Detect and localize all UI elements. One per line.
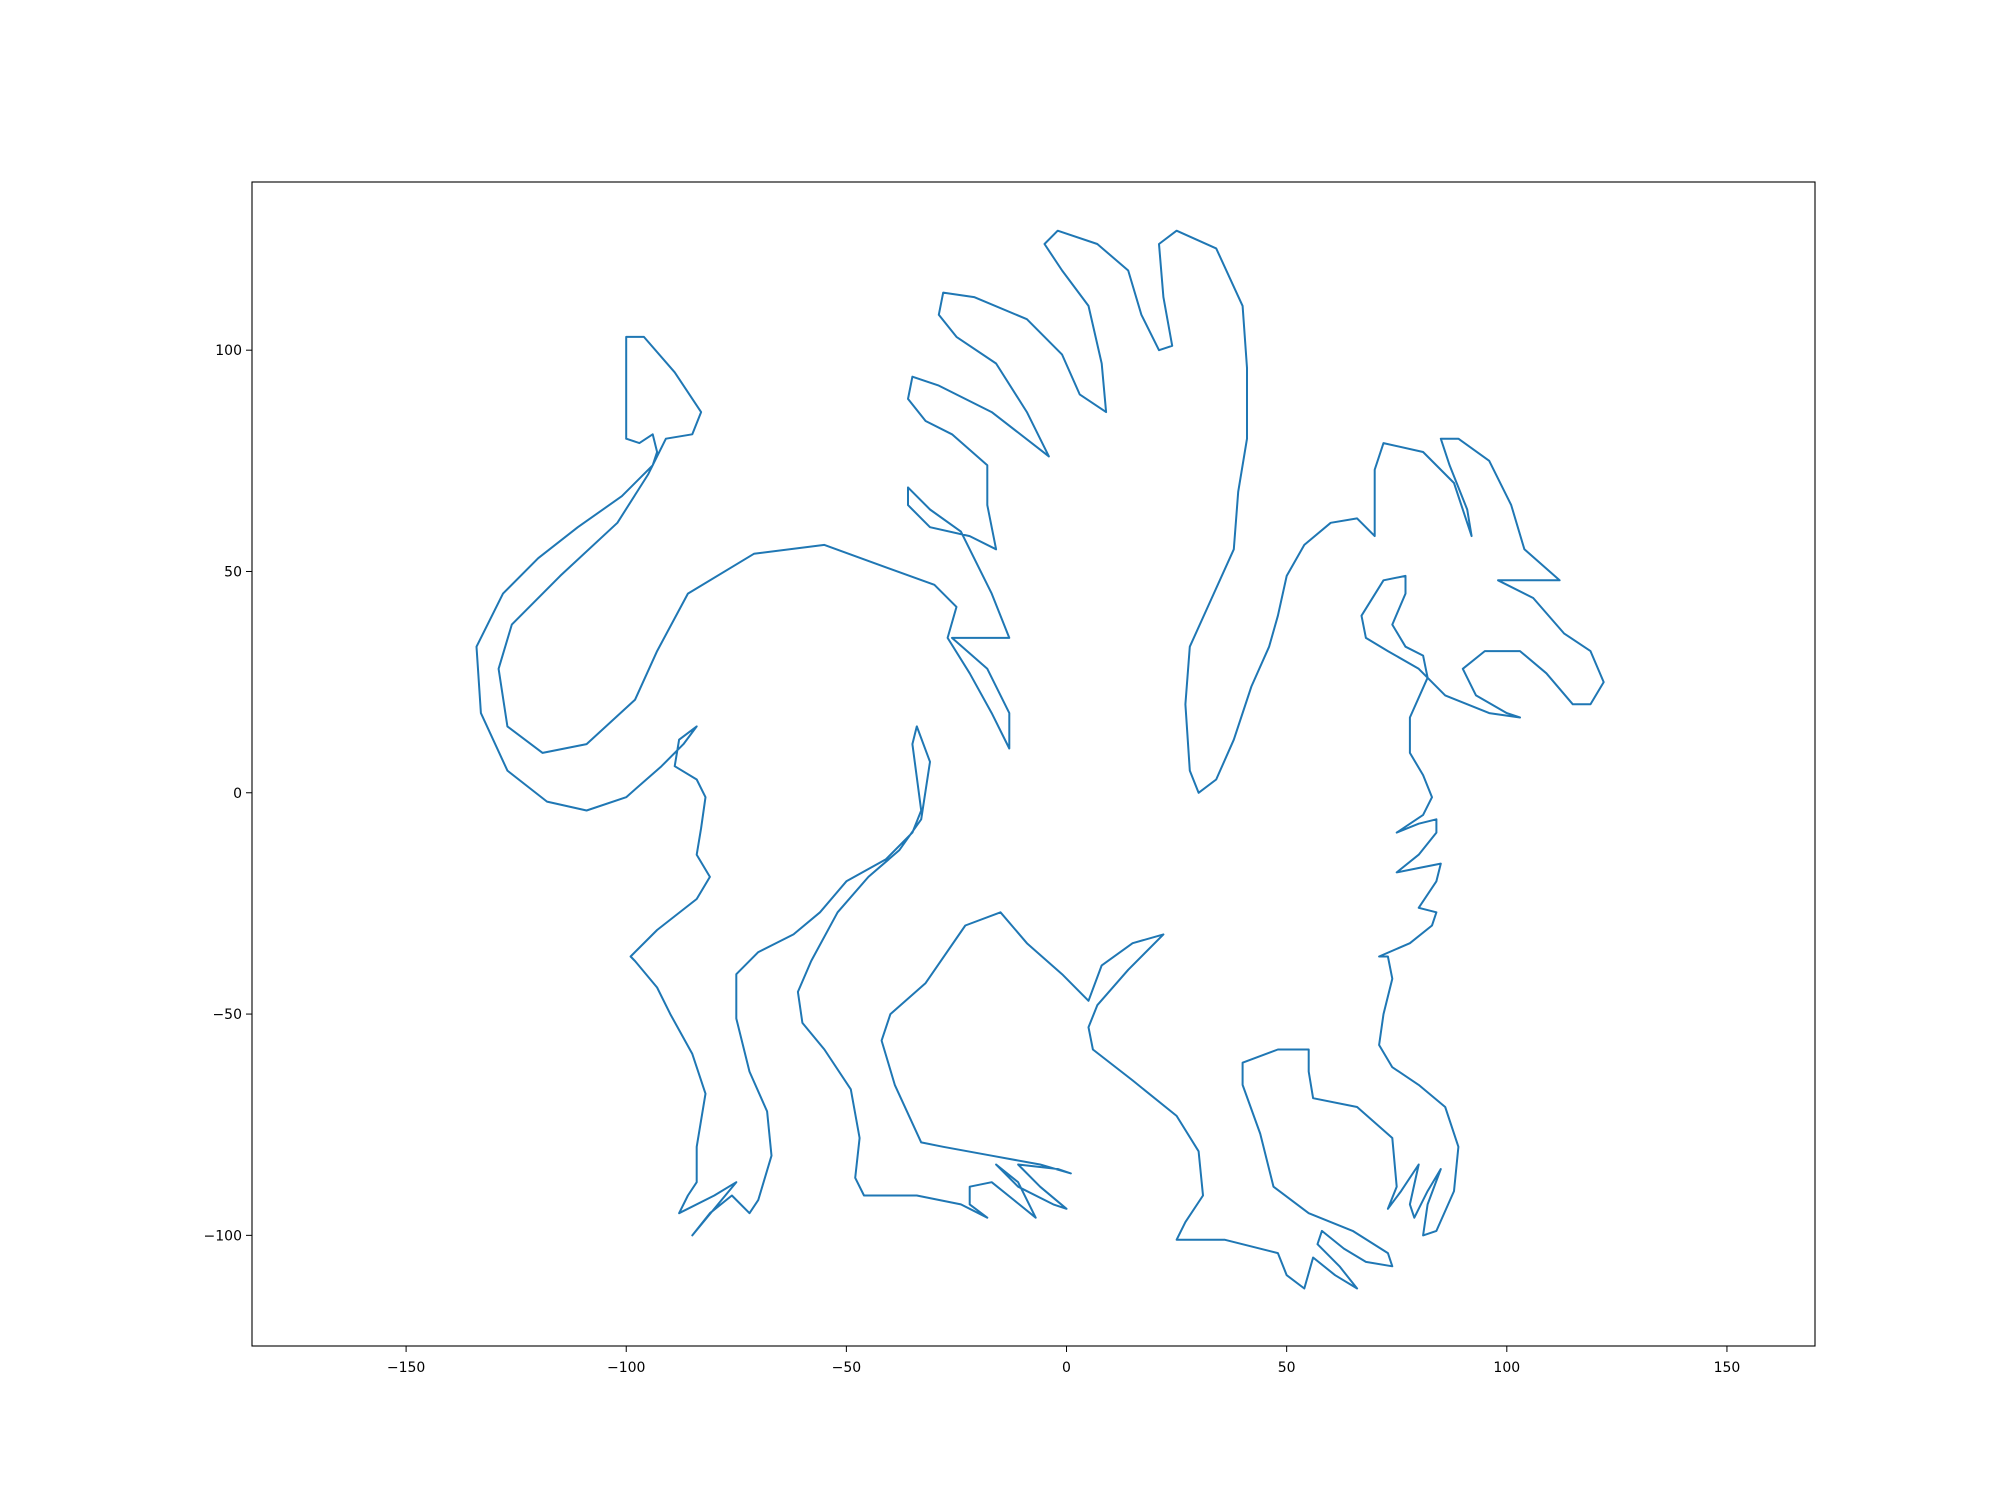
series-layer [475,229,1605,1290]
x-tick-label: −100 [607,1360,645,1376]
y-axis: −100 −50 0 50 100 [204,343,252,1244]
x-tick-label: 50 [1278,1360,1296,1376]
x-tick-label: −50 [832,1360,862,1376]
series-line-0 [475,229,1605,1290]
y-tick-label: 50 [224,564,242,580]
y-tick-label: 0 [233,786,242,802]
x-tick-label: −150 [387,1360,425,1376]
x-tick-label: 150 [1714,1360,1741,1376]
x-tick-label: 0 [1062,1360,1071,1376]
axes-frame [251,181,1816,1347]
x-axis: −150 −100 −50 0 50 100 150 [387,1346,1740,1376]
x-tick-label: 100 [1493,1360,1520,1376]
y-tick-label: −50 [212,1007,242,1023]
y-tick-label: −100 [204,1228,242,1244]
y-tick-label: 100 [215,343,242,359]
